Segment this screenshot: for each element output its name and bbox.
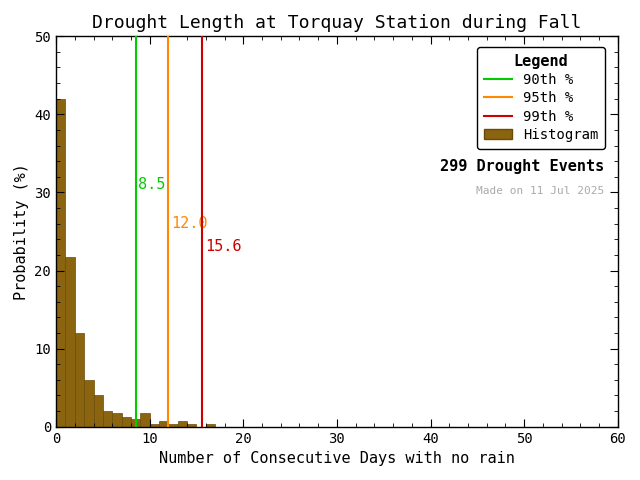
- Bar: [150, 424, 159, 427]
- Y-axis label: Probability (%): Probability (%): [14, 163, 29, 300]
- Legend: 90th %, 95th %, 99th %, Histogram: 90th %, 95th %, 99th %, Histogram: [477, 47, 605, 149]
- Bar: [93, 396, 103, 427]
- Bar: [122, 417, 131, 427]
- Bar: [75, 333, 84, 427]
- X-axis label: Number of Consecutive Days with no rain: Number of Consecutive Days with no rain: [159, 451, 515, 466]
- Bar: [56, 99, 65, 427]
- Bar: [206, 424, 215, 427]
- Bar: [140, 413, 150, 427]
- Bar: [178, 421, 187, 427]
- Text: 8.5: 8.5: [138, 177, 166, 192]
- Bar: [103, 411, 112, 427]
- Text: Made on 11 Jul 2025: Made on 11 Jul 2025: [476, 186, 604, 196]
- Bar: [168, 424, 178, 427]
- Bar: [84, 380, 93, 427]
- Bar: [112, 413, 122, 427]
- Title: Drought Length at Torquay Station during Fall: Drought Length at Torquay Station during…: [92, 14, 582, 32]
- Bar: [159, 421, 168, 427]
- Text: 15.6: 15.6: [205, 239, 241, 254]
- Bar: [65, 257, 75, 427]
- Text: 12.0: 12.0: [172, 216, 208, 231]
- Text: 299 Drought Events: 299 Drought Events: [440, 159, 604, 174]
- Bar: [187, 424, 196, 427]
- Bar: [131, 419, 140, 427]
